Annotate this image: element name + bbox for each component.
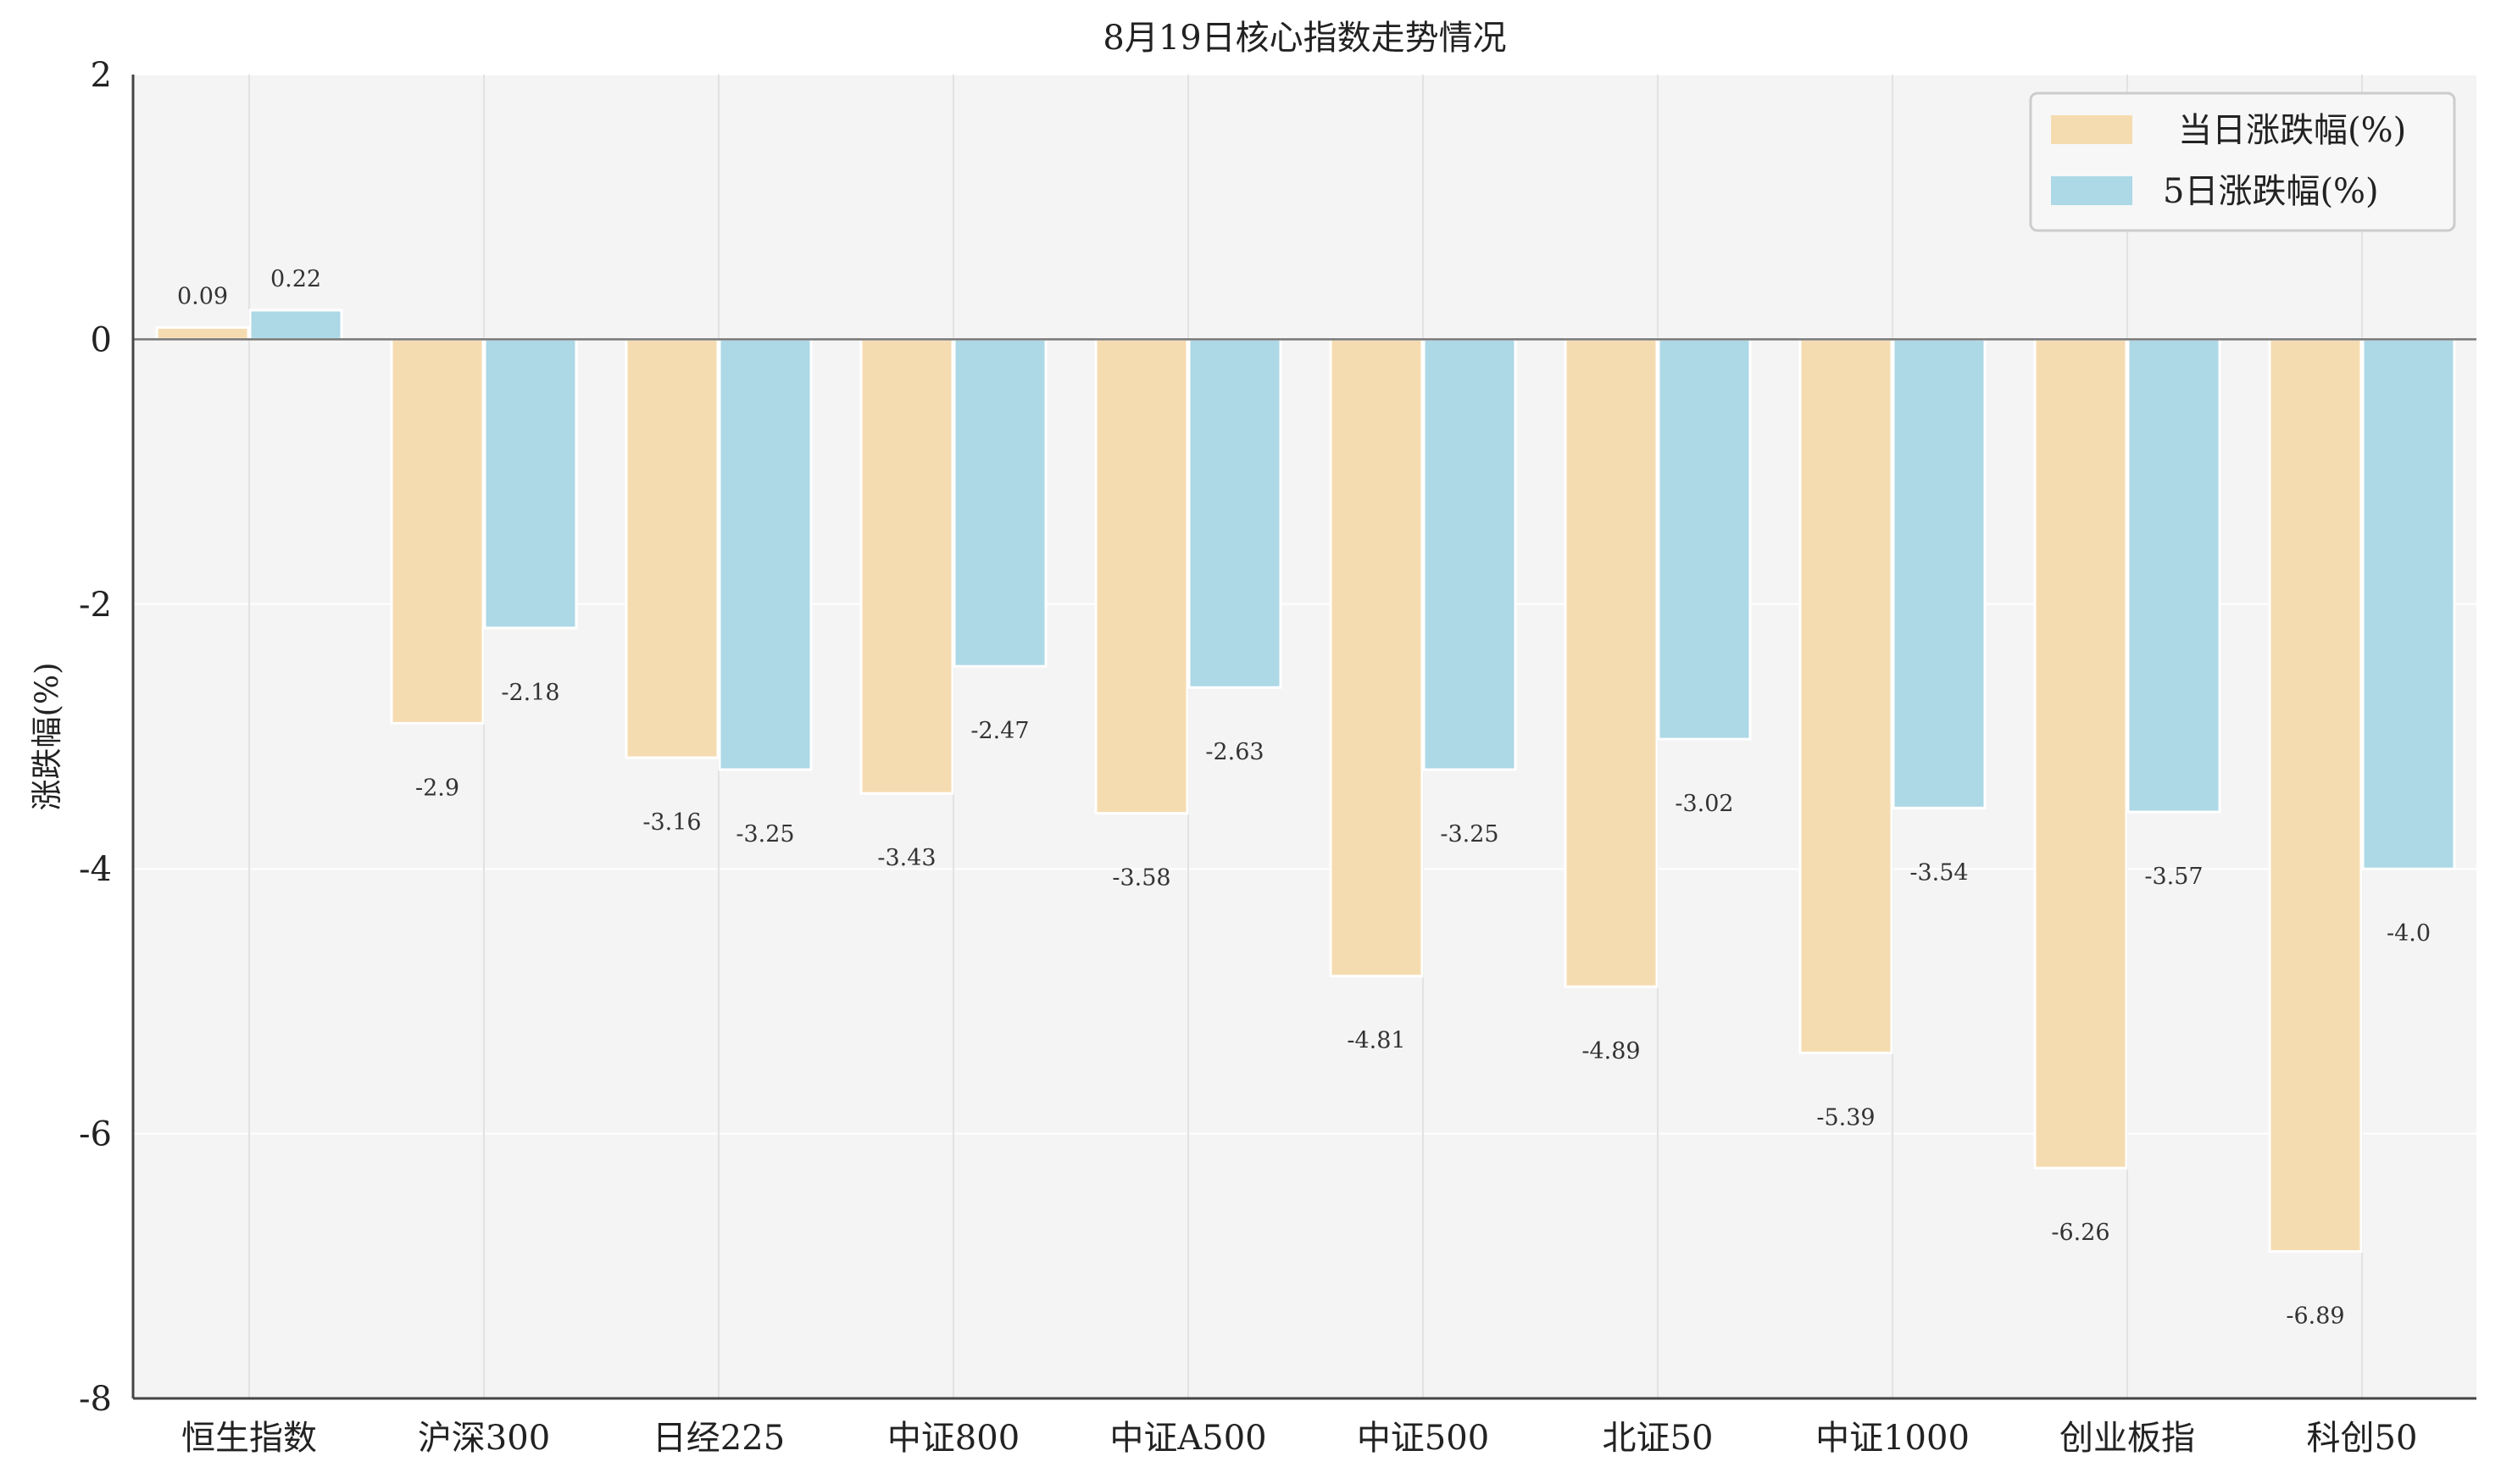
x-tick-label: 中证800 <box>887 1419 1020 1458</box>
bar-5day <box>1657 337 1752 741</box>
data-label: -2.18 <box>501 680 559 706</box>
bar-5day <box>1187 337 1282 689</box>
x-tick-label: 北证50 <box>1603 1419 1714 1458</box>
data-label: -2.47 <box>970 718 1029 744</box>
chart-title: 8月19日核心指数走势情况 <box>1103 19 1506 58</box>
legend-label-daily: 当日涨跌幅(%) <box>2178 111 2406 150</box>
data-label: 0.22 <box>270 266 321 292</box>
legend-label-5day: 5日涨跌幅(%) <box>2163 172 2379 211</box>
data-label: -6.26 <box>2051 1220 2109 1246</box>
data-label: -2.63 <box>1205 739 1264 765</box>
x-tick-label: 中证500 <box>1357 1419 1489 1458</box>
bar-daily <box>1094 337 1189 815</box>
y-tick-label: -2 <box>79 586 112 625</box>
legend-swatch-5day <box>2051 176 2132 205</box>
bar-5day <box>2126 337 2221 814</box>
bars <box>155 308 2456 1253</box>
legend: 当日涨跌幅(%) 5日涨跌幅(%) <box>2029 92 2456 232</box>
data-label: -3.25 <box>1440 821 1498 848</box>
data-label: -3.54 <box>1909 859 1968 886</box>
y-tick-label: 2 <box>91 56 112 95</box>
data-label: -6.89 <box>2286 1303 2344 1330</box>
data-label: -4.81 <box>1347 1028 1405 1054</box>
x-tick-label: 日经225 <box>653 1419 785 1458</box>
data-label: -3.58 <box>1112 865 1170 892</box>
data-label: -3.43 <box>877 845 936 871</box>
bar-daily <box>859 337 954 795</box>
legend-swatch-daily <box>2051 115 2132 144</box>
bar-5day <box>718 337 813 771</box>
bar-5day <box>1892 337 1987 809</box>
y-tick-label: 0 <box>91 320 112 359</box>
bar-5day <box>248 308 343 341</box>
data-label: -5.39 <box>1816 1104 1875 1131</box>
bar-daily <box>625 337 720 759</box>
y-axis-label: 涨跌幅(%) <box>29 662 65 810</box>
y-tick-label: -8 <box>79 1380 112 1419</box>
data-label: -3.57 <box>2144 864 2203 890</box>
bar-5day <box>483 337 578 630</box>
bar-daily <box>390 337 485 725</box>
data-label: -4.89 <box>1581 1038 1640 1064</box>
data-label: -3.16 <box>642 809 701 836</box>
x-tick-label: 中证1000 <box>1815 1419 1970 1458</box>
y-tick-label: -6 <box>79 1115 112 1154</box>
bar-5day <box>953 337 1048 668</box>
data-label: -2.9 <box>415 775 459 801</box>
data-label: -4.0 <box>2387 920 2431 947</box>
x-tick-label: 恒生指数 <box>181 1419 317 1458</box>
data-label: 0.09 <box>177 283 228 309</box>
y-tick-label: -4 <box>79 850 112 889</box>
bar-5day <box>2361 337 2456 870</box>
bar-daily <box>2268 337 2363 1253</box>
bar-5day <box>1422 337 1517 771</box>
data-label: -3.02 <box>1675 791 1733 817</box>
legend-box <box>2029 92 2456 232</box>
bar-daily <box>1329 337 1424 978</box>
x-tick-label: 科创50 <box>2307 1419 2418 1458</box>
bar-daily <box>1798 337 1893 1054</box>
bar-daily <box>155 325 250 341</box>
x-tick-label: 沪深300 <box>418 1419 550 1458</box>
bar-daily <box>2033 337 2128 1170</box>
data-label: -3.25 <box>736 821 794 848</box>
data-labels: 0.09 -2.9 -3.16 -3.43 -3.58 -4.81 -4.89 -5.39 -6… <box>177 266 2431 1330</box>
x-tick-label: 中证A500 <box>1109 1419 1266 1458</box>
x-tick-label: 创业板指 <box>2059 1419 2195 1458</box>
bar-daily <box>1564 337 1659 988</box>
axes: 2 0 -2 -4 -6 -8 恒生指数 沪深300 日经225 中证800 中证A500 中证500… <box>79 56 2476 1458</box>
